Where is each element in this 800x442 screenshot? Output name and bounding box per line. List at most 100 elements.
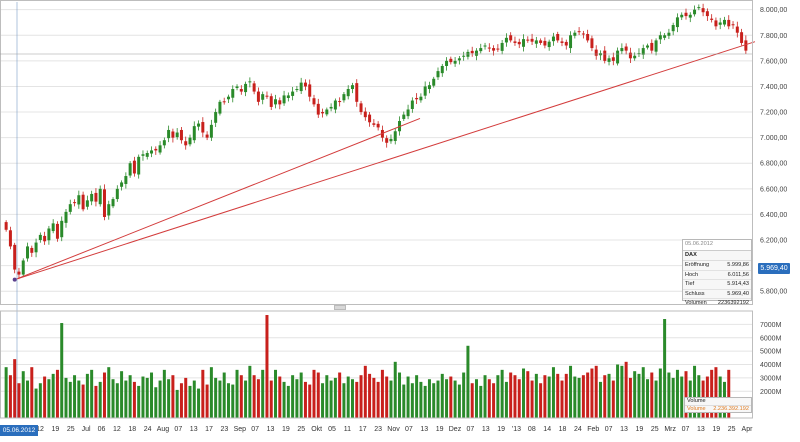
candle-body (462, 55, 466, 57)
volume-bar (98, 381, 102, 418)
volume-bar (641, 367, 645, 418)
date-tick-label: 23 (374, 426, 382, 433)
volume-bar (402, 384, 406, 418)
volume-bar (94, 385, 98, 418)
candle-body (372, 123, 376, 125)
date-tick-label: 23 (221, 426, 229, 433)
volume-bar (321, 383, 325, 418)
candle-body (282, 95, 286, 104)
candle-body (132, 160, 136, 174)
volume-axis-labels: 2000M 3000M 4000M 5000M 6000M 7000M (760, 322, 782, 396)
volume-bar (252, 375, 256, 418)
candle-body (359, 103, 363, 113)
candle-body (188, 137, 192, 145)
volume-bar (727, 369, 731, 418)
volume-bar (47, 379, 51, 418)
candle-body (107, 204, 111, 216)
volume-bar (675, 369, 679, 418)
volume-bar (197, 388, 201, 418)
date-tick-label: 07 (174, 426, 182, 433)
date-tick-label: 17 (359, 426, 367, 433)
pane-splitter-handle[interactable] (334, 305, 346, 310)
volume-bar (534, 373, 538, 418)
volume-bar (43, 376, 47, 418)
volume-bar (398, 372, 402, 418)
date-tick-label: Okt (311, 426, 322, 433)
candle-body (368, 114, 372, 123)
volume-bar (517, 379, 521, 418)
volume-bar (646, 379, 650, 418)
candle-body (722, 19, 726, 25)
date-tick-label: 07 (605, 426, 613, 433)
volume-bar (73, 375, 77, 418)
volume-bar (256, 379, 260, 418)
candle-body (402, 114, 406, 119)
candle-body (222, 101, 226, 103)
ohlc-info-box: 05.06.2012 DAX Eröffnung 5.999,86 Hoch 6.0… (682, 239, 752, 306)
candle-body (415, 97, 419, 100)
candle-body (30, 247, 34, 253)
volume-bar (693, 365, 697, 418)
candle-body (436, 71, 440, 78)
current-value-badge: 5.969,40 (758, 263, 790, 274)
volume-bar (577, 377, 581, 418)
volume-bar (611, 380, 615, 418)
candle-body (731, 24, 735, 26)
volume-bar (415, 375, 419, 418)
volume-bar (4, 367, 8, 418)
date-tick-label: 19 (712, 426, 720, 433)
candle-body (513, 41, 517, 43)
volume-bar (564, 373, 568, 418)
date-tick-label: 25 (67, 426, 75, 433)
candle-body (389, 138, 393, 142)
date-tick-label: Mrz (664, 426, 676, 433)
price-tick-label: 6.200,00 (760, 238, 787, 245)
candle-body (325, 109, 329, 115)
volume-bar (261, 369, 265, 418)
price-tick-label: 7.600,00 (760, 58, 787, 65)
candle-body (577, 31, 581, 33)
volume-bar (274, 369, 278, 418)
candle-body (269, 96, 273, 107)
candle-body (483, 45, 487, 47)
volume-bar (85, 373, 89, 418)
candle-body (197, 123, 201, 127)
candle-body (603, 50, 607, 61)
volume-bar (406, 376, 410, 418)
volume-box-title: Volume (685, 398, 751, 406)
volume-bar (440, 373, 444, 418)
candle-body (312, 98, 316, 105)
candle-body (419, 96, 423, 101)
volume-bar (372, 377, 376, 418)
date-tick-label: 19 (636, 426, 644, 433)
candle-body (492, 48, 496, 51)
volume-bar (522, 368, 526, 418)
volume-bar (137, 385, 141, 418)
candle-body (17, 271, 21, 275)
candle-body (637, 53, 641, 55)
candle-body (286, 95, 290, 98)
volume-bar (363, 365, 367, 418)
candle-body (680, 14, 684, 18)
candle-body (522, 39, 526, 47)
volume-bar (239, 375, 243, 418)
volume-bar (90, 369, 94, 418)
volume-tick-label: 6000M (760, 335, 782, 342)
volume-bar (214, 377, 218, 418)
price-tick-label: 7.400,00 (760, 84, 787, 91)
candle-body (13, 244, 17, 270)
candle-body (43, 235, 47, 242)
candle-body (21, 260, 25, 275)
volume-bar (154, 387, 158, 418)
price-tick-label: 6.400,00 (760, 212, 787, 219)
price-tick-label: 6.600,00 (760, 186, 787, 193)
candle-body (278, 100, 282, 105)
volume-bar (51, 373, 55, 418)
volume-bar (68, 381, 72, 418)
volume-bar (291, 375, 295, 418)
candle-body (693, 9, 697, 15)
volume-bar (167, 379, 171, 418)
volume-bar (616, 364, 620, 418)
volume-bar (26, 380, 30, 418)
